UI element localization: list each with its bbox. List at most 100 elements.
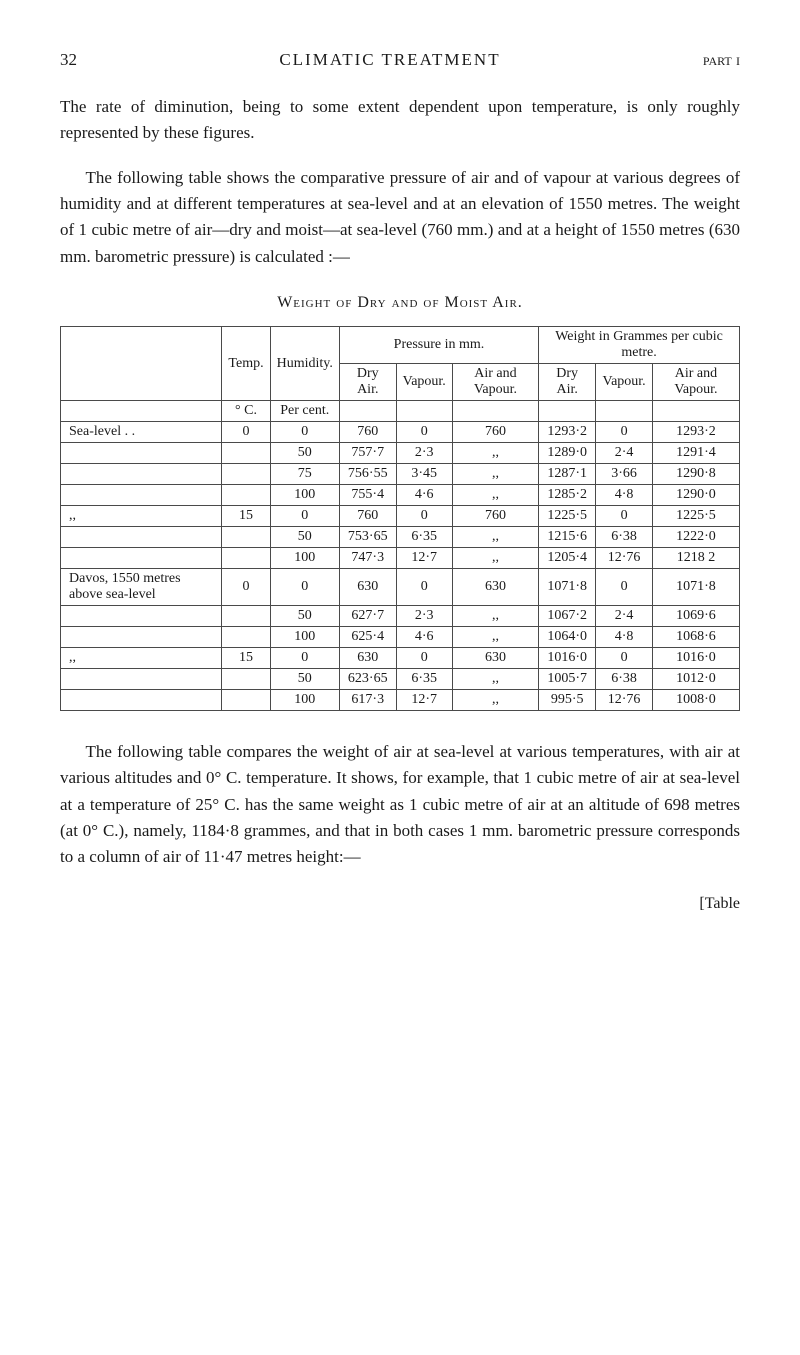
col-w-vapour: Vapour. — [596, 364, 653, 401]
table-cell: ,, — [452, 606, 538, 627]
paragraph-1: The rate of diminution, being to some ex… — [60, 94, 740, 147]
table-cell: 1205·4 — [539, 548, 596, 569]
unit-humidity: Per cent. — [270, 401, 339, 422]
table-cell: 15 — [222, 648, 270, 669]
table-cell: 0 — [396, 422, 452, 443]
table-cell: 757·7 — [339, 443, 396, 464]
table-cell: 0 — [596, 648, 653, 669]
col-temp: Temp. — [222, 327, 270, 401]
table-cell: 995·5 — [539, 690, 596, 711]
table-cell: 630 — [452, 569, 538, 606]
table-cell — [61, 606, 222, 627]
table-cell: 0 — [596, 569, 653, 606]
table-cell: 0 — [396, 569, 452, 606]
table-row: 100617·312·7,,995·512·761008·0 — [61, 690, 740, 711]
table-cell — [61, 548, 222, 569]
table-cell: 50 — [270, 606, 339, 627]
table-cell: 3·66 — [596, 464, 653, 485]
table-cell — [61, 485, 222, 506]
table-cell: 1071·8 — [539, 569, 596, 606]
table-heading: Weight of Dry and of Moist Air. — [60, 294, 740, 312]
paragraph-2: The following table shows the comparativ… — [60, 165, 740, 270]
table-cell: 4·8 — [596, 485, 653, 506]
table-cell: 627·7 — [339, 606, 396, 627]
table-cell: 12·7 — [396, 548, 452, 569]
table-cell: 625·4 — [339, 627, 396, 648]
table-cell — [61, 443, 222, 464]
table-cell: ,, — [452, 548, 538, 569]
table-cell: 1218 2 — [652, 548, 739, 569]
table-cell: 12·76 — [596, 690, 653, 711]
unit-blank — [61, 401, 222, 422]
table-cell — [61, 690, 222, 711]
table-super-header: Temp. Humidity. Pressure in mm. Weight i… — [61, 327, 740, 364]
table-cell: 1222·0 — [652, 527, 739, 548]
table-unit-row: ° C. Per cent. — [61, 401, 740, 422]
unit-temp: ° C. — [222, 401, 270, 422]
table-cell: 1225·5 — [652, 506, 739, 527]
table-cell: 1071·8 — [652, 569, 739, 606]
table-cell: 1064·0 — [539, 627, 596, 648]
col-w-dry: Dry Air. — [539, 364, 596, 401]
table-row: ,,15063006301016·001016·0 — [61, 648, 740, 669]
table-cell — [61, 464, 222, 485]
table-cell: 6·35 — [396, 527, 452, 548]
table-cell — [222, 669, 270, 690]
table-row: 50753·656·35,,1215·66·381222·0 — [61, 527, 740, 548]
table-cell — [222, 485, 270, 506]
table-cell: 12·76 — [596, 548, 653, 569]
table-row: 100747·312·7,,1205·412·761218 2 — [61, 548, 740, 569]
table-cell: 100 — [270, 690, 339, 711]
table-cell: 1289·0 — [539, 443, 596, 464]
table-cell: 1285·2 — [539, 485, 596, 506]
table-cell: 12·7 — [396, 690, 452, 711]
table-cell: 1290·0 — [652, 485, 739, 506]
col-p-airvap: Air and Vapour. — [452, 364, 538, 401]
col-weight-group: Weight in Grammes per cubic metre. — [539, 327, 740, 364]
table-cell: ,, — [452, 443, 538, 464]
part-label: part i — [703, 50, 740, 70]
table-row: 100755·44·6,,1285·24·81290·0 — [61, 485, 740, 506]
table-cell: 0 — [596, 506, 653, 527]
table-cell: ,, — [452, 527, 538, 548]
table-row: Davos, 1550 metres above sea-level006300… — [61, 569, 740, 606]
table-cell: Sea-level . . — [61, 422, 222, 443]
table-cell — [222, 464, 270, 485]
table-cell: 1293·2 — [539, 422, 596, 443]
col-p-vapour: Vapour. — [396, 364, 452, 401]
table-cell: 1287·1 — [539, 464, 596, 485]
table-row: 50757·72·3,,1289·02·41291·4 — [61, 443, 740, 464]
table-cell: 50 — [270, 669, 339, 690]
table-cell: 1012·0 — [652, 669, 739, 690]
table-cell: 100 — [270, 548, 339, 569]
table-cell: 630 — [339, 648, 396, 669]
table-cell: 760 — [452, 422, 538, 443]
table-cell: 2·3 — [396, 606, 452, 627]
table-cell: ,, — [452, 627, 538, 648]
table-cell: 100 — [270, 627, 339, 648]
table-cell — [222, 690, 270, 711]
table-cell: 630 — [339, 569, 396, 606]
col-p-dry: Dry Air. — [339, 364, 396, 401]
table-cell: 15 — [222, 506, 270, 527]
table-cell: 50 — [270, 527, 339, 548]
table-cell: 0 — [596, 422, 653, 443]
table-cell: 630 — [452, 648, 538, 669]
table-cell: 760 — [339, 506, 396, 527]
table-cell: 1215·6 — [539, 527, 596, 548]
table-cell: 4·8 — [596, 627, 653, 648]
paragraph-3: The following table compares the weight … — [60, 739, 740, 871]
table-cell: 2·4 — [596, 606, 653, 627]
table-cell: 3·45 — [396, 464, 452, 485]
table-cell: 1069·6 — [652, 606, 739, 627]
table-cell: 617·3 — [339, 690, 396, 711]
table-cell: 0 — [222, 422, 270, 443]
table-cell: 760 — [452, 506, 538, 527]
table-cell: ,, — [452, 690, 538, 711]
table-cell: Davos, 1550 metres above sea-level — [61, 569, 222, 606]
running-title: CLIMATIC TREATMENT — [279, 50, 500, 70]
table-cell: 6·38 — [596, 527, 653, 548]
table-cell: 4·6 — [396, 485, 452, 506]
table-cell: 1068·6 — [652, 627, 739, 648]
table-continuation-tag: [Table — [60, 895, 740, 913]
